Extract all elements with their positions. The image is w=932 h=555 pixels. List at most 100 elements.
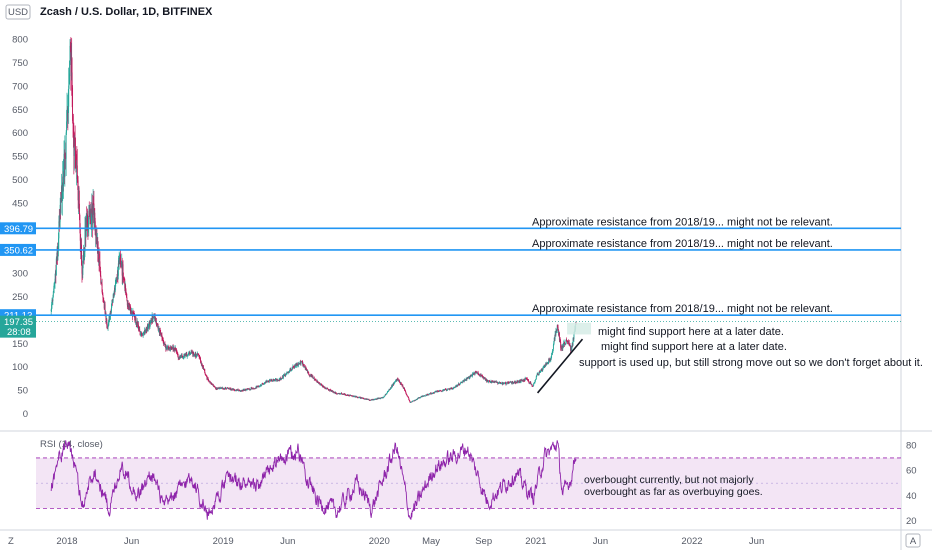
last-price-label: 197.35: [4, 317, 33, 328]
candle-body: [112, 300, 114, 302]
currency-label: USD: [8, 7, 28, 18]
candle-body: [145, 329, 147, 331]
time-tick-label: Jun: [593, 536, 608, 547]
candle-body: [551, 353, 553, 357]
candle-body: [197, 353, 199, 355]
candle-body: [156, 324, 158, 326]
candle-body: [386, 392, 388, 394]
candle-body: [77, 179, 79, 181]
candle-body: [308, 372, 310, 375]
candle-body: [224, 388, 226, 390]
candle-body: [313, 377, 315, 380]
candle-body: [184, 354, 186, 357]
candle-body: [214, 387, 216, 388]
candle-body: [285, 375, 287, 376]
candle-body: [349, 394, 351, 396]
candle-body: [135, 321, 137, 324]
time-tick-label: 2019: [213, 536, 234, 547]
time-tick-label: Jun: [280, 536, 295, 547]
auto-scale-button[interactable]: [905, 533, 921, 548]
candle-body: [440, 390, 441, 392]
candle-body: [543, 366, 545, 368]
time-tick-label: 2018: [56, 536, 77, 547]
candle-body: [552, 350, 553, 354]
candle-body: [255, 388, 257, 389]
candle-body: [254, 388, 256, 390]
annotation-support-1: might find support here at a later date.: [598, 326, 784, 338]
candle-body: [82, 254, 84, 260]
candle-body: [218, 388, 220, 390]
candle-body: [84, 251, 85, 260]
candle-body: [207, 377, 209, 379]
candle-body: [327, 388, 329, 390]
candle-body: [428, 394, 429, 396]
candle-body: [291, 370, 293, 371]
candle-body: [550, 356, 552, 360]
candle-body: [161, 334, 162, 336]
candle-body: [69, 45, 71, 48]
candle-body: [236, 390, 238, 392]
candle-body: [534, 382, 536, 384]
candle-body: [339, 393, 340, 395]
candle-body: [306, 369, 308, 371]
candle-body: [389, 388, 391, 390]
candle-body: [477, 372, 479, 374]
candle-body: [53, 283, 55, 289]
candle-body: [509, 382, 511, 383]
candle-body: [530, 382, 532, 384]
candle-body: [196, 354, 198, 357]
candle-body: [526, 378, 528, 380]
candle-body: [447, 388, 449, 391]
candle-body: [544, 365, 546, 366]
candle-body: [559, 339, 561, 342]
candle-body: [319, 384, 321, 386]
candle-body: [160, 333, 162, 335]
candle-body: [72, 87, 74, 121]
candle-body: [99, 267, 101, 276]
candle-body: [61, 184, 63, 201]
zoom-button[interactable]: Z: [8, 536, 14, 547]
candle-body: [274, 379, 276, 381]
candle-body: [487, 379, 488, 381]
candle-body: [524, 378, 526, 381]
resistance-levels: 396.79 Approximate resistance from 2018/1…: [0, 216, 901, 338]
candle-body: [173, 347, 175, 350]
candle-body: [348, 395, 350, 397]
candle-body: [133, 313, 135, 316]
candle-body: [505, 382, 506, 384]
candle-body: [321, 385, 323, 386]
candle-body: [565, 342, 567, 344]
candle-body: [407, 396, 409, 398]
candle-body: [117, 263, 119, 276]
candle-body: [362, 397, 364, 399]
candle-body: [148, 325, 150, 327]
candle-body: [219, 387, 221, 389]
candle-body: [231, 389, 233, 391]
candle-body: [383, 396, 385, 397]
candle-body: [204, 373, 206, 375]
candle-body: [398, 380, 400, 383]
candle-body: [250, 387, 252, 390]
candle-body: [123, 277, 124, 278]
candle-body: [299, 362, 301, 364]
candle-body: [106, 325, 108, 328]
candle-body: [193, 352, 195, 355]
candle-body: [534, 380, 536, 383]
candle-body: [540, 371, 542, 372]
candle-body: [125, 285, 127, 291]
candle-body: [557, 327, 559, 331]
candle-body: [107, 325, 109, 329]
candle-body: [202, 365, 204, 368]
candle-body: [467, 377, 469, 379]
candle-body: [446, 390, 448, 391]
candle-body: [108, 318, 110, 324]
currency-button[interactable]: [5, 4, 31, 20]
candle-body: [317, 380, 319, 383]
candle-body: [68, 85, 70, 107]
candle-body: [230, 388, 232, 390]
candle-body: [483, 376, 485, 379]
candle-body: [368, 399, 370, 401]
candle-body: [530, 383, 532, 385]
candle-body: [528, 380, 530, 382]
